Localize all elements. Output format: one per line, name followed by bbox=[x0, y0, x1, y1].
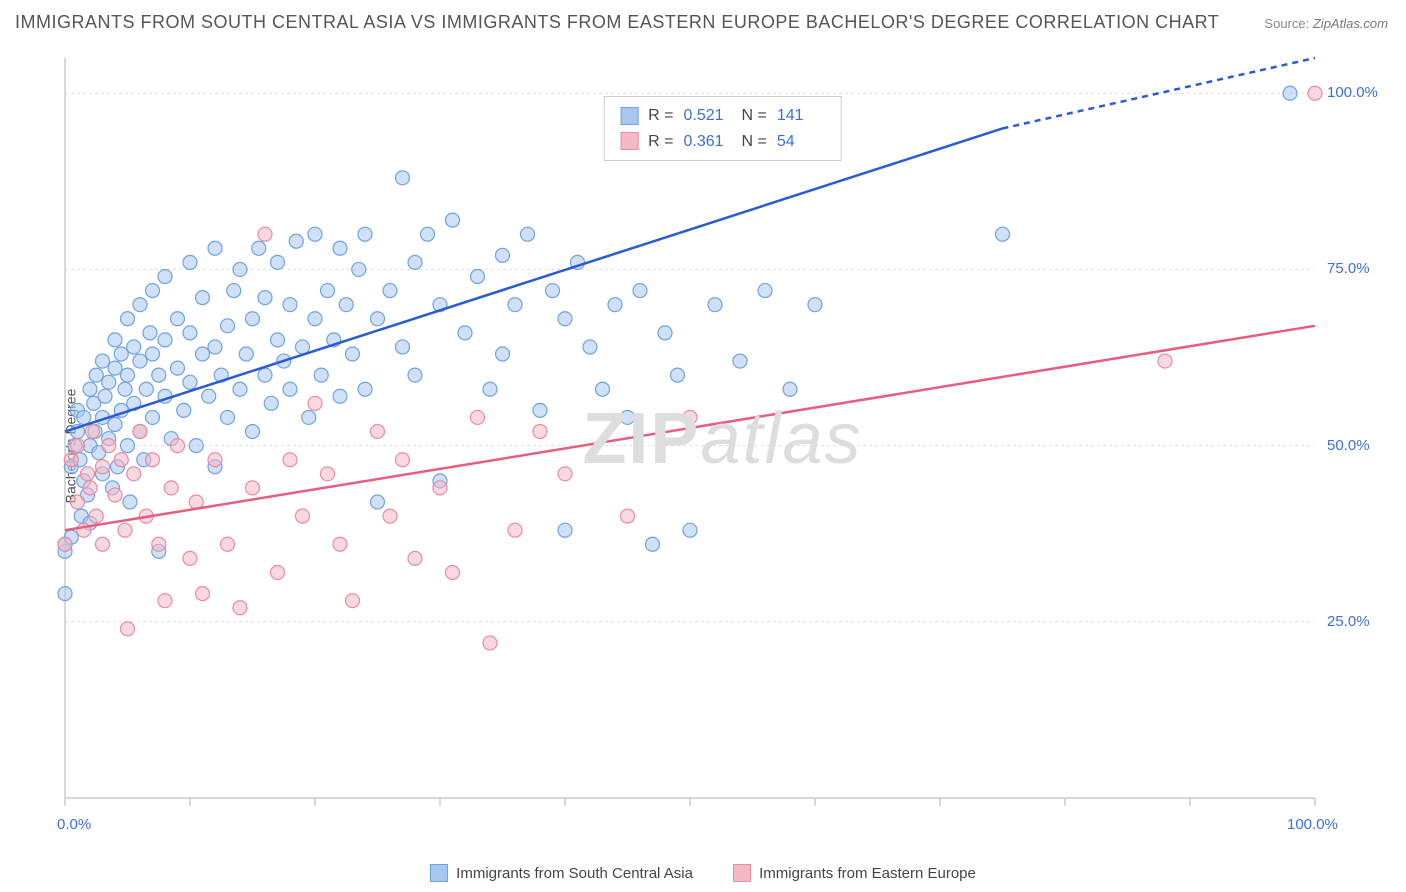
x-tick-label: 100.0% bbox=[1287, 816, 1338, 833]
stats-n-val-0: 141 bbox=[777, 103, 825, 129]
y-tick-label: 25.0% bbox=[1327, 613, 1370, 630]
source-attribution: Source: ZipAtlas.com bbox=[1264, 16, 1388, 31]
stats-r-label-1: R = bbox=[648, 129, 673, 155]
y-tick-label: 100.0% bbox=[1327, 84, 1378, 101]
legend-label-1: Immigrants from Eastern Europe bbox=[759, 865, 976, 882]
stats-r-label-0: R = bbox=[648, 103, 673, 129]
stats-legend-box: R = 0.521 N = 141 R = 0.361 N = 54 bbox=[603, 96, 842, 161]
y-tick-label: 75.0% bbox=[1327, 260, 1370, 277]
x-tick-label: 0.0% bbox=[57, 816, 91, 833]
stats-r-val-0: 0.521 bbox=[684, 103, 732, 129]
bottom-legend: Immigrants from South Central Asia Immig… bbox=[0, 864, 1406, 886]
stats-n-label-0: N = bbox=[742, 103, 767, 129]
chart-title: IMMIGRANTS FROM SOUTH CENTRAL ASIA VS IM… bbox=[15, 12, 1219, 33]
stats-swatch-0 bbox=[620, 107, 638, 125]
stats-r-val-1: 0.361 bbox=[684, 129, 732, 155]
legend-item-1: Immigrants from Eastern Europe bbox=[733, 864, 976, 882]
chart-container: IMMIGRANTS FROM SOUTH CENTRAL ASIA VS IM… bbox=[0, 0, 1406, 892]
stats-n-val-1: 54 bbox=[777, 129, 825, 155]
stats-row-0: R = 0.521 N = 141 bbox=[620, 103, 825, 129]
stats-swatch-1 bbox=[620, 132, 638, 150]
legend-item-0: Immigrants from South Central Asia bbox=[430, 864, 693, 882]
legend-swatch-0 bbox=[430, 864, 448, 882]
y-tick-label: 50.0% bbox=[1327, 437, 1370, 454]
stats-row-1: R = 0.361 N = 54 bbox=[620, 129, 825, 155]
legend-swatch-1 bbox=[733, 864, 751, 882]
legend-label-0: Immigrants from South Central Asia bbox=[456, 865, 693, 882]
plot-area: ZIPatlas R = 0.521 N = 141 R = 0.361 N =… bbox=[55, 48, 1390, 838]
chart-svg bbox=[55, 48, 1390, 838]
source-value: ZipAtlas.com bbox=[1313, 16, 1388, 31]
source-label: Source: bbox=[1264, 16, 1309, 31]
stats-n-label-1: N = bbox=[742, 129, 767, 155]
